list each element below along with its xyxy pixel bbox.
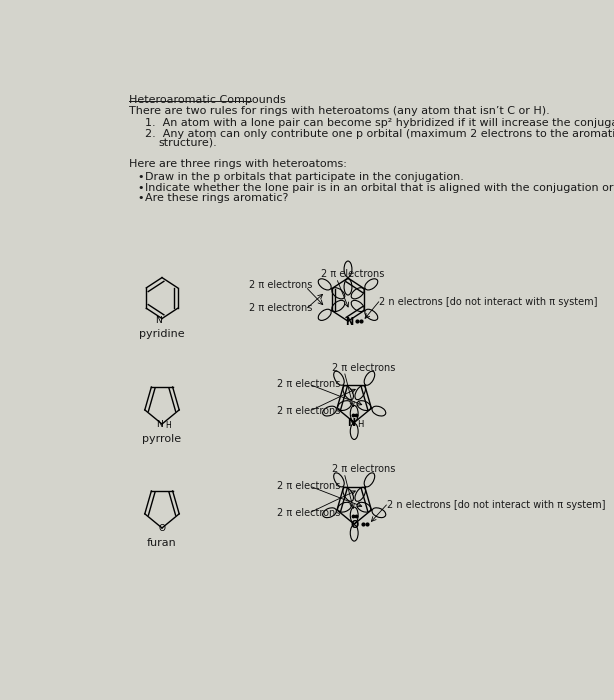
- Text: 2 π electrons: 2 π electrons: [333, 363, 396, 372]
- Text: 2.  Any atom can only contribute one p orbital (maximum 2 electrons to the aroma: 2. Any atom can only contribute one p or…: [145, 129, 614, 139]
- Text: O: O: [351, 520, 359, 530]
- Text: 2 π electrons: 2 π electrons: [277, 480, 340, 491]
- Text: •: •: [137, 183, 144, 193]
- Text: N: N: [347, 419, 355, 428]
- Text: 2 π electrons: 2 π electrons: [321, 269, 384, 279]
- Text: N: N: [346, 317, 354, 327]
- Text: 2 n electrons [do not interact with π system]: 2 n electrons [do not interact with π sy…: [387, 500, 605, 510]
- Text: furan: furan: [147, 538, 177, 548]
- Text: pyrrole: pyrrole: [142, 434, 182, 444]
- Text: There are two rules for rings with heteroatoms (any atom that isn’t C or H).: There are two rules for rings with heter…: [130, 106, 550, 116]
- Text: Indicate whether the lone pair is in an orbital that is aligned with the conjuga: Indicate whether the lone pair is in an …: [145, 183, 614, 193]
- Text: Draw in the p orbitals that participate in the conjugation.: Draw in the p orbitals that participate …: [145, 172, 464, 182]
- Text: 2 π electrons: 2 π electrons: [277, 508, 340, 517]
- Text: 2 π electrons: 2 π electrons: [277, 406, 340, 416]
- Text: 2 π electrons: 2 π electrons: [277, 379, 340, 389]
- Text: structure).: structure).: [159, 138, 217, 148]
- Text: H: H: [357, 420, 363, 429]
- Text: N: N: [157, 420, 163, 429]
- Text: Are these rings aromatic?: Are these rings aromatic?: [145, 193, 289, 203]
- Text: N: N: [155, 316, 161, 325]
- Text: Heteroaromatic Compounds: Heteroaromatic Compounds: [130, 94, 286, 105]
- Text: 1.  An atom with a lone pair can become sp² hybridized if it will increase the c: 1. An atom with a lone pair can become s…: [145, 118, 614, 128]
- Text: pyridine: pyridine: [139, 329, 185, 339]
- Text: 2 π electrons: 2 π electrons: [249, 281, 312, 290]
- Text: •: •: [137, 172, 144, 182]
- Text: 2 π electrons: 2 π electrons: [249, 304, 312, 314]
- Text: •: •: [137, 193, 144, 203]
- Text: 2 n electrons [do not interact with π system]: 2 n electrons [do not interact with π sy…: [379, 297, 597, 307]
- Text: 2 π electrons: 2 π electrons: [333, 464, 396, 475]
- Text: Here are three rings with heteroatoms:: Here are three rings with heteroatoms:: [130, 160, 348, 169]
- Text: O: O: [158, 524, 166, 533]
- Text: H: H: [165, 421, 171, 430]
